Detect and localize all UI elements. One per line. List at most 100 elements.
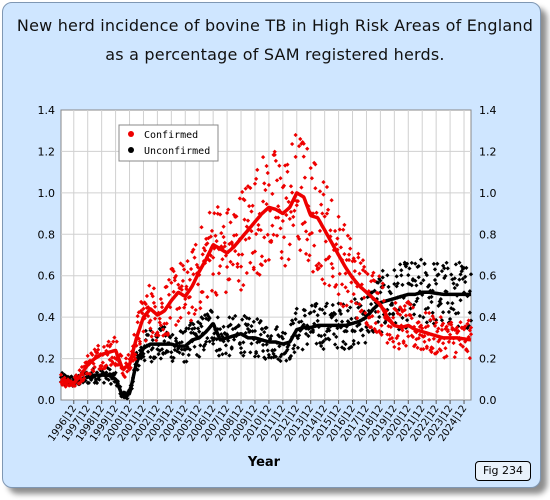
unconfirmed-point (373, 309, 378, 314)
unconfirmed-point (372, 288, 377, 293)
unconfirmed-point (413, 278, 418, 283)
confirmed-point (266, 257, 272, 262)
unconfirmed-point (303, 331, 309, 337)
confirmed-point (143, 338, 148, 343)
confirmed-point (151, 300, 157, 305)
confirmed-point (371, 270, 376, 275)
unconfirmed-point (197, 354, 202, 359)
confirmed-point (235, 261, 240, 267)
unconfirmed-point (152, 355, 158, 360)
unconfirmed-point (468, 318, 474, 323)
confirmed-point (312, 243, 317, 248)
unconfirmed-point (201, 347, 206, 352)
confirmed-point (227, 277, 232, 282)
unconfirmed-point (409, 260, 414, 266)
unconfirmed-point (184, 326, 189, 331)
confirmed-point (193, 242, 198, 247)
confirmed-point (250, 203, 255, 208)
confirmed-point (191, 272, 196, 277)
confirmed-point (287, 216, 292, 222)
confirmed-point (218, 264, 223, 269)
unconfirmed-point (352, 329, 357, 334)
confirmed-point (326, 207, 331, 212)
unconfirmed-point (438, 297, 443, 302)
confirmed-point (209, 228, 215, 233)
confirmed-point (262, 181, 267, 186)
confirmed-point (468, 325, 474, 330)
unconfirmed-point (255, 317, 260, 322)
unconfirmed-point (445, 266, 450, 271)
unconfirmed-point (260, 348, 266, 354)
confirmed-point (216, 271, 222, 276)
unconfirmed-point (458, 298, 463, 303)
confirmed-point (355, 316, 360, 321)
unconfirmed-point (343, 341, 348, 347)
confirmed-point (228, 220, 233, 225)
confirmed-point (183, 302, 188, 307)
confirmed-point (181, 267, 187, 272)
confirmed-point (422, 333, 427, 339)
confirmed-point (436, 326, 441, 331)
confirmed-point (458, 342, 463, 347)
unconfirmed-point (254, 349, 259, 355)
confirmed-point (328, 228, 333, 233)
unconfirmed-point (380, 268, 385, 273)
confirmed-point (395, 333, 400, 339)
confirmed-point (339, 282, 345, 287)
unconfirmed-point (192, 344, 197, 349)
confirmed-point (316, 266, 321, 271)
confirmed-point (226, 207, 231, 212)
confirmed-point (460, 344, 465, 349)
confirmed-point (337, 227, 342, 232)
confirmed-point (214, 239, 219, 244)
confirmed-point (260, 154, 266, 160)
figure-number-badge: Fig 234 (475, 461, 531, 481)
confirmed-point (321, 192, 326, 197)
confirmed-point (249, 229, 254, 234)
unconfirmed-point (359, 327, 364, 332)
confirmed-point (323, 239, 328, 244)
confirmed-point (285, 169, 290, 174)
confirmed-point (349, 280, 354, 285)
y-tick-label-right: 0.2 (479, 353, 497, 366)
unconfirmed-point (461, 265, 467, 271)
confirmed-point (152, 304, 158, 309)
unconfirmed-point (314, 301, 319, 306)
unconfirmed-point (150, 338, 155, 343)
confirmed-point (228, 259, 233, 265)
confirmed-point (284, 212, 289, 218)
unconfirmed-point (142, 358, 147, 363)
confirmed-point (391, 339, 396, 344)
confirmed-point (285, 162, 290, 167)
unconfirmed-point (308, 310, 313, 315)
unconfirmed-point (241, 353, 246, 358)
confirmed-point (295, 198, 301, 204)
unconfirmed-point (407, 266, 412, 271)
confirmed-point (375, 291, 381, 296)
confirmed-point (179, 284, 184, 289)
unconfirmed-point (446, 309, 452, 315)
unconfirmed-point (464, 265, 469, 271)
confirmed-point (184, 284, 189, 289)
confirmed-point (148, 326, 153, 331)
unconfirmed-point (356, 305, 361, 310)
confirmed-point (202, 248, 208, 253)
unconfirmed-point (413, 261, 418, 266)
confirmed-point (179, 287, 184, 292)
confirmed-point (370, 313, 375, 319)
confirmed-point (341, 304, 346, 309)
unconfirmed-point (292, 350, 297, 355)
unconfirmed-point (204, 339, 209, 344)
confirmed-point (213, 233, 218, 238)
confirmed-point (177, 305, 182, 311)
confirmed-point (353, 301, 359, 306)
confirmed-point (396, 346, 402, 351)
confirmed-point (389, 335, 395, 341)
y-tick-label-right: 0.4 (479, 311, 497, 324)
x-axis-label: Year (247, 455, 281, 470)
unconfirmed-point (421, 278, 426, 283)
confirmed-point (215, 204, 220, 210)
confirmed-point (306, 258, 311, 263)
confirmed-point (332, 228, 338, 234)
unconfirmed-point (218, 326, 223, 332)
